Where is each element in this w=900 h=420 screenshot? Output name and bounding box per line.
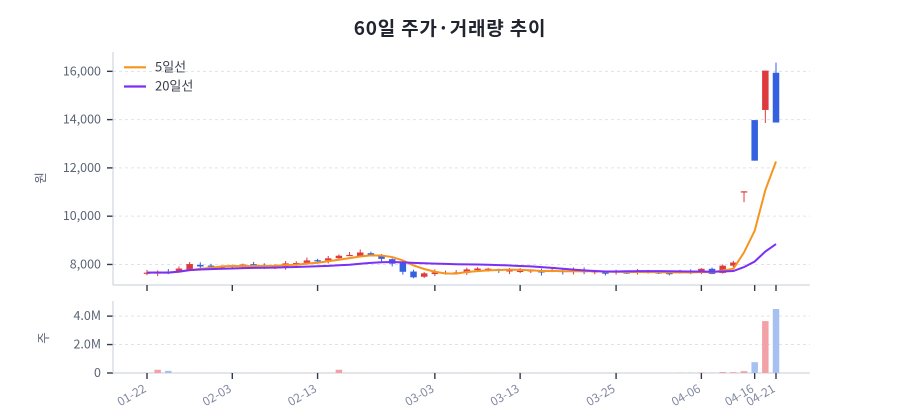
svg-text:주: 주 bbox=[33, 332, 52, 344]
svg-text:0: 0 bbox=[94, 362, 101, 381]
svg-text:02-03: 02-03 bbox=[199, 380, 234, 410]
svg-text:03-13: 03-13 bbox=[487, 380, 522, 410]
svg-text:01-22: 01-22 bbox=[114, 380, 149, 410]
svg-text:2.0M: 2.0M bbox=[73, 334, 101, 353]
svg-text:03-03: 03-03 bbox=[402, 380, 437, 410]
svg-text:10,000: 10,000 bbox=[63, 205, 101, 224]
svg-text:5일선: 5일선 bbox=[155, 57, 186, 76]
svg-text:4.0M: 4.0M bbox=[73, 305, 101, 324]
svg-text:03-25: 03-25 bbox=[583, 380, 618, 410]
svg-text:16,000: 16,000 bbox=[63, 60, 101, 79]
svg-text:14,000: 14,000 bbox=[63, 109, 101, 128]
svg-text:8,000: 8,000 bbox=[70, 253, 101, 272]
svg-text:원: 원 bbox=[30, 172, 49, 184]
svg-text:12,000: 12,000 bbox=[63, 157, 101, 176]
svg-text:02-13: 02-13 bbox=[284, 380, 319, 410]
svg-text:20일선: 20일선 bbox=[155, 76, 193, 95]
svg-text:04-06: 04-06 bbox=[668, 380, 703, 410]
